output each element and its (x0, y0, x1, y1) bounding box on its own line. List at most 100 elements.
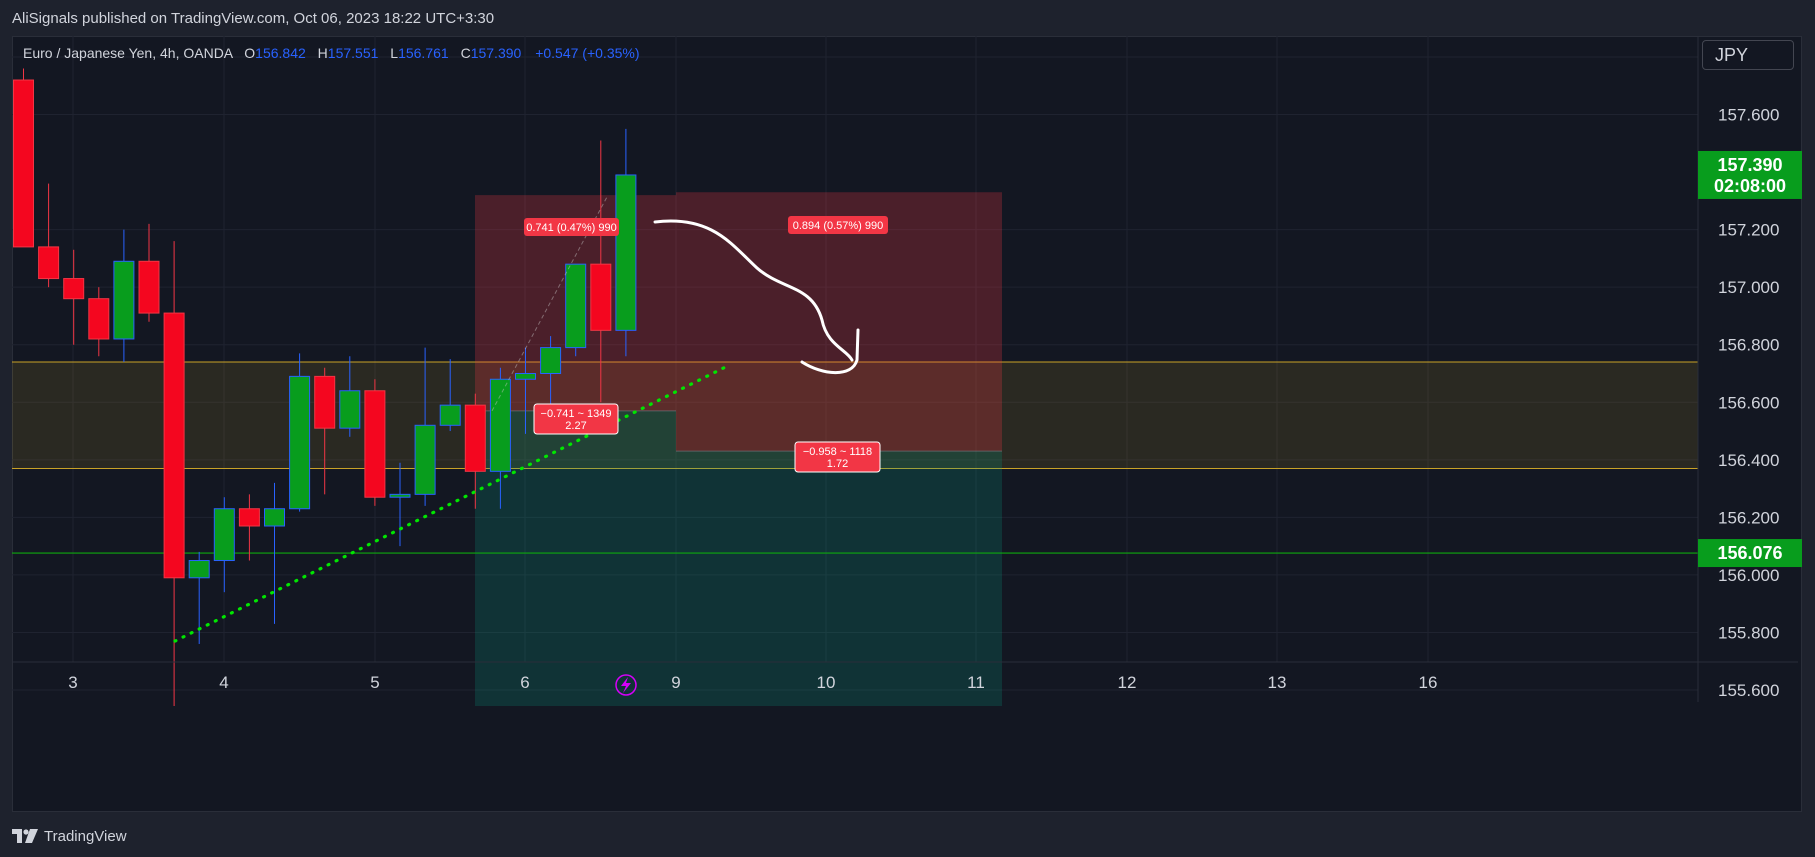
target-label-2-text: 1.72 (827, 458, 848, 470)
low-value: 156.761 (398, 45, 449, 61)
candle-body (364, 390, 386, 498)
support-price-badge: 156.076 (1698, 539, 1802, 568)
y-tick-label: 156.400 (1718, 451, 1779, 470)
y-tick-label: 156.600 (1718, 393, 1779, 412)
candle-body (213, 508, 235, 562)
candle-body (188, 560, 210, 579)
target-zone (676, 451, 1002, 706)
candle-up (540, 336, 562, 409)
candle-body (264, 508, 285, 527)
candle-body (138, 260, 160, 314)
symbol-name[interactable]: Euro / Japanese Yen, 4h, OANDA (23, 45, 233, 61)
x-tick-label: 11 (967, 673, 985, 692)
candle-body (615, 174, 637, 331)
candle-down (13, 68, 34, 248)
target-label-2-text: −0.958 ~ 1118 (803, 446, 872, 458)
candle-body (339, 390, 361, 429)
chart-frame[interactable] (12, 36, 1802, 812)
candle-up (289, 353, 311, 512)
currency-button[interactable]: JPY (1702, 40, 1794, 70)
candle-up (264, 482, 285, 624)
candle-up (489, 367, 511, 509)
x-tick-label: 16 (1419, 673, 1438, 692)
candle-down (464, 393, 486, 509)
candle-down (38, 183, 60, 288)
last-price-badge-text: 02:08:00 (1714, 176, 1786, 196)
candle-body (88, 298, 110, 340)
candle-body (38, 246, 60, 280)
candle-body (540, 347, 562, 375)
candle-down (364, 379, 386, 506)
open-value: 156.842 (255, 45, 306, 61)
published-text: AliSignals published on TradingView.com,… (12, 10, 495, 27)
x-tick-label: 13 (1268, 673, 1287, 692)
y-tick-label: 157.600 (1718, 106, 1779, 125)
candle-down (163, 241, 185, 706)
close-value: 157.390 (470, 45, 522, 61)
trendline (173, 366, 726, 643)
candle-up (339, 356, 361, 437)
target-label-2-bg (794, 441, 881, 473)
stop-label-1: 0.741 (0.47%) 990 (524, 218, 619, 236)
candle-body (515, 373, 536, 380)
symbol-legend: Euro / Japanese Yen, 4h, OANDA O156.842 … (23, 45, 640, 61)
stop-label-1-text: 0.741 (0.47%) 990 (526, 222, 617, 234)
stop-zone (676, 192, 1002, 452)
close-label: C (460, 45, 471, 61)
candle-up (439, 359, 461, 432)
lightning-bolt (621, 677, 631, 693)
y-tick-label: 155.600 (1718, 681, 1779, 700)
candle-up (188, 551, 210, 644)
x-tick-label: 5 (370, 673, 379, 692)
support-price-badge-bg (1698, 539, 1802, 568)
low-label: L (390, 45, 399, 61)
candle-down (590, 140, 612, 403)
candle-body (489, 378, 511, 472)
candle-down (238, 494, 260, 561)
x-tick-label: 12 (1118, 673, 1137, 692)
stop-label-2: 0.894 (0.57%) 990 (788, 216, 888, 234)
candle-body (113, 260, 135, 340)
change-value: +0.547 (+0.35%) (535, 45, 640, 61)
candle-body (439, 404, 461, 426)
stop-label-1-bg (524, 218, 619, 236)
tradingview-brand[interactable]: TradingView (44, 827, 127, 845)
y-tick-label: 157.200 (1718, 221, 1779, 240)
candle-up (414, 347, 436, 506)
candle-body (238, 508, 260, 527)
footer: TradingView (12, 824, 127, 848)
y-tick-label: 156.000 (1718, 566, 1779, 585)
plot-layer: 0.741 (0.47%) 990 0.894 (0.57%) 990 −0.741… (12, 68, 1698, 706)
y-tick-label: 156.200 (1718, 508, 1779, 527)
chart-canvas[interactable]: 0.741 (0.47%) 990 0.894 (0.57%) 990 −0.741… (12, 36, 1802, 812)
candle-down (314, 367, 336, 495)
x-tick-label: 6 (520, 673, 529, 692)
y-tick-label: 155.800 (1718, 623, 1779, 642)
stop-label-2-text: 0.894 (0.57%) 990 (793, 220, 884, 232)
last-price-badge-bg (1698, 150, 1802, 199)
candle-up (515, 347, 536, 434)
candle-up (565, 263, 587, 357)
candle-body (63, 278, 85, 300)
candle-body (389, 493, 411, 498)
high-value: 157.551 (327, 45, 379, 61)
target-label-1-text: −0.741 ~ 1349 (541, 408, 612, 420)
candle-up (615, 128, 637, 357)
support-price-badge-text: 156.076 (1717, 543, 1782, 563)
target-label-1-bg (533, 403, 619, 435)
candle-body (590, 263, 612, 331)
grid-layer (12, 36, 1698, 691)
lightning-icon (615, 674, 637, 696)
candle-body (565, 263, 587, 349)
stop-label-2-bg (788, 216, 888, 234)
y-tick-label: 156.800 (1718, 336, 1779, 355)
open-label: O (244, 45, 256, 61)
candle-up (113, 229, 135, 362)
candle-body (414, 424, 436, 495)
candle-body (464, 404, 486, 472)
hand-drawn-arrow (653, 219, 860, 375)
x-tick-label: 9 (671, 673, 680, 692)
candle-up (213, 497, 235, 593)
